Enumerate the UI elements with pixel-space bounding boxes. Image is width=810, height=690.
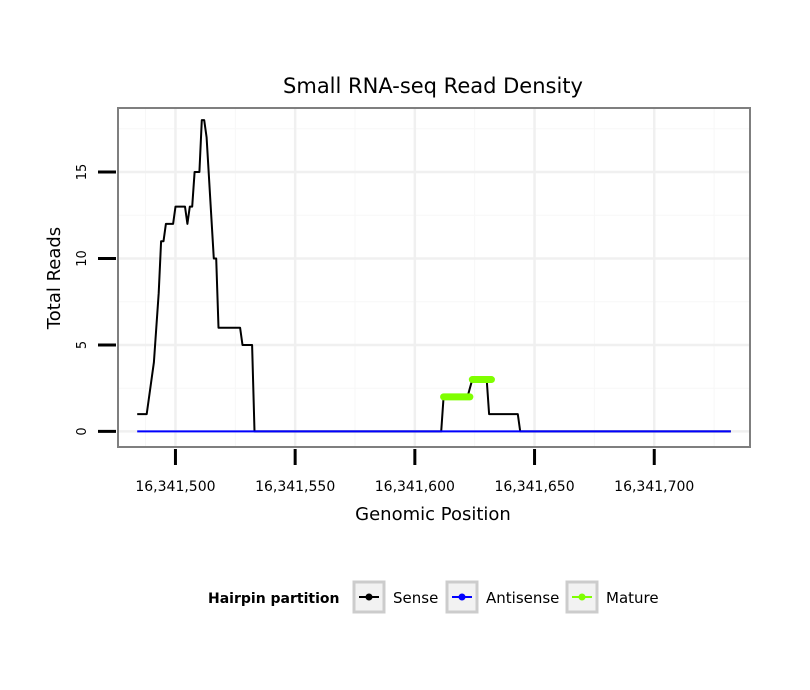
legend-title: Hairpin partition [208, 591, 339, 607]
x-tick-label: 16,341,550 [255, 479, 335, 495]
y-tick-label: 5 [75, 341, 90, 349]
x-tick-label: 16,341,700 [614, 479, 694, 495]
legend: Hairpin partition Sense Antisense Mature [208, 580, 659, 614]
x-axis-label: Genomic Position [355, 504, 511, 525]
y-tick-label: 10 [75, 250, 90, 267]
series-layer [137, 119, 731, 433]
y-axis: 0 5 10 15 [75, 164, 116, 436]
y-tick-label: 0 [75, 427, 90, 435]
legend-label: Mature [606, 589, 659, 607]
chart-title: Small RNA-seq Read Density [283, 74, 583, 98]
plot-panel [118, 108, 750, 447]
x-tick-label: 16,341,500 [135, 479, 215, 495]
y-tick-label: 15 [75, 164, 90, 181]
legend-label: Sense [393, 589, 438, 607]
legend-entry-mature: Mature [565, 580, 659, 614]
legend-key-point [365, 593, 373, 601]
x-tick-label: 16,341,600 [375, 479, 455, 495]
sense-series-line [137, 119, 731, 433]
y-axis-label: Total Reads [44, 227, 65, 330]
plot-border [117, 107, 751, 448]
x-axis: 16,341,500 16,341,550 16,341,600 16,341,650… [135, 449, 694, 495]
legend-entry-antisense: Antisense [445, 580, 559, 614]
legend-key-point [458, 593, 466, 601]
legend-entry-sense: Sense [352, 580, 438, 614]
legend-label: Antisense [486, 589, 559, 607]
legend-key-point [578, 593, 586, 601]
x-tick-label: 16,341,650 [494, 479, 574, 495]
